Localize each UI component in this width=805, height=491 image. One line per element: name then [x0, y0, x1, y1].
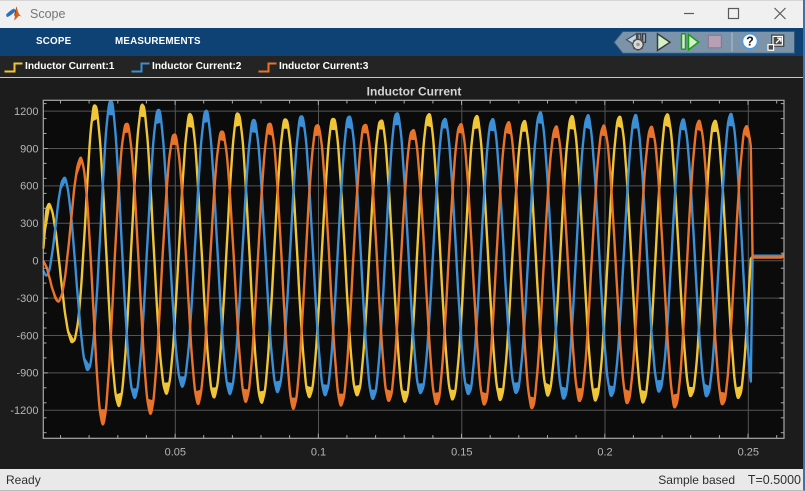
svg-text:300: 300	[20, 218, 38, 230]
svg-text:Inductor Current: Inductor Current	[367, 85, 462, 99]
svg-text:0.1: 0.1	[311, 447, 326, 459]
svg-text:1200: 1200	[14, 106, 38, 118]
svg-text:-1200: -1200	[10, 405, 38, 417]
svg-text:0.15: 0.15	[451, 447, 472, 459]
svg-text:-600: -600	[16, 330, 38, 342]
svg-text:900: 900	[20, 143, 38, 155]
svg-text:0.2: 0.2	[597, 447, 612, 459]
svg-text:0: 0	[32, 256, 38, 268]
svg-text:?: ?	[746, 35, 754, 49]
svg-text:600: 600	[20, 181, 38, 193]
svg-text:-300: -300	[16, 293, 38, 305]
svg-text:0.05: 0.05	[165, 447, 186, 459]
svg-text:-900: -900	[16, 368, 38, 380]
svg-text:0.25: 0.25	[738, 447, 759, 459]
